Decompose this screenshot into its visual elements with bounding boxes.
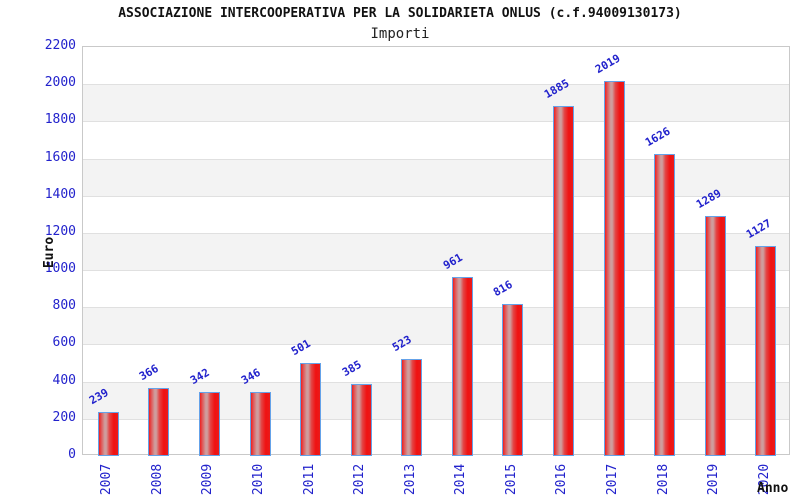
gridline [83,159,789,160]
x-tick-wrap-2009: 2009 [188,459,228,499]
plot-band [83,307,789,345]
y-tick-label-200: 200 [52,410,76,425]
bar-2019 [705,216,726,456]
x-tick-label-2015: 2015 [504,463,520,495]
gridline [83,270,789,271]
y-tick-label-1600: 1600 [44,150,76,165]
y-tick-label-800: 800 [52,298,76,313]
bar-2015 [502,304,523,456]
x-tick-label-2019: 2019 [706,463,722,495]
y-tick-label-400: 400 [52,373,76,388]
x-tick-wrap-2017: 2017 [593,459,633,499]
x-tick-wrap-2018: 2018 [644,459,684,499]
x-tick-label-2008: 2008 [150,463,166,495]
bar-2014 [452,277,473,456]
bar-2008 [148,388,169,456]
plot-band [83,84,789,122]
x-tick-label-2014: 2014 [453,463,469,495]
x-tick-label-2007: 2007 [99,463,115,495]
gridline [83,196,789,197]
x-tick-wrap-2011: 2011 [290,459,330,499]
x-tick-wrap-2008: 2008 [138,459,178,499]
bar-2012 [351,384,372,456]
bar-2017 [604,81,625,456]
plot-area [82,46,790,456]
gridline [83,121,789,122]
y-tick-label-1000: 1000 [44,261,76,276]
x-tick-label-2011: 2011 [302,463,318,495]
x-tick-label-2016: 2016 [554,463,570,495]
gridline [83,307,789,308]
gridline [83,419,789,420]
gridline [83,382,789,383]
y-tick-label-2200: 2200 [44,38,76,53]
bar-2018 [654,154,675,456]
y-tick-label-2000: 2000 [44,75,76,90]
x-tick-wrap-2012: 2012 [340,459,380,499]
x-tick-label-2013: 2013 [403,463,419,495]
y-tick-label-600: 600 [52,335,76,350]
y-tick-label-1800: 1800 [44,112,76,127]
bar-2013 [401,359,422,456]
bar-2020 [755,246,776,456]
x-tick-wrap-2013: 2013 [391,459,431,499]
chart-subtitle: Importi [370,26,430,42]
x-tick-wrap-2010: 2010 [239,459,279,499]
plot-band [83,381,789,419]
y-tick-label-0: 0 [68,447,76,462]
plot-band [83,158,789,196]
gridline [83,344,789,345]
x-tick-wrap-2014: 2014 [441,459,481,499]
bar-2007 [98,412,119,456]
x-tick-label-2010: 2010 [251,463,267,495]
y-axis-label-wrap: Euro [30,232,70,272]
y-axis-label: Euro [42,236,58,268]
x-tick-label-2018: 2018 [656,463,672,495]
x-axis-label: Anno [757,481,789,496]
bar-2011 [300,363,321,456]
x-tick-label-2009: 2009 [200,463,216,495]
gridline [83,233,789,234]
x-tick-wrap-2016: 2016 [542,459,582,499]
bar-2009 [199,392,220,456]
x-tick-label-2012: 2012 [352,463,368,495]
x-tick-wrap-2007: 2007 [87,459,127,499]
y-tick-label-1200: 1200 [44,224,76,239]
bar-2010 [250,392,271,456]
bar-2016 [553,106,574,456]
x-tick-wrap-2015: 2015 [492,459,532,499]
page-title: ASSOCIAZIONE INTERCOOPERATIVA PER LA SOL… [118,6,682,21]
y-tick-label-1400: 1400 [44,187,76,202]
x-tick-label-2017: 2017 [605,463,621,495]
x-tick-wrap-2019: 2019 [694,459,734,499]
gridline [83,84,789,85]
plot-band [83,232,789,271]
